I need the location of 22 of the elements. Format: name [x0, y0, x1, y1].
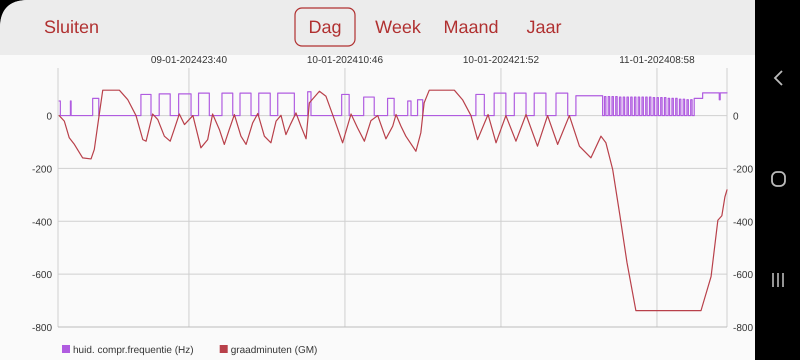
x-tick-label: 09-01-202423:40	[150, 55, 228, 66]
y2-tick-label: -600	[733, 270, 754, 282]
line-series	[58, 90, 728, 312]
text: Maand	[443, 17, 499, 37]
y2-tick-label: -400	[733, 217, 754, 228]
text: Jaar	[526, 17, 562, 37]
y-tick-label: -800	[32, 323, 52, 334]
legend-label: huid. compr.frequentie (Hz)	[73, 345, 194, 356]
y-tick-label: -600	[32, 270, 52, 282]
x-tick-label: 10-01-202410:46	[306, 55, 384, 66]
legend-label: graadminuten (GM)	[230, 345, 318, 356]
text: Week	[375, 17, 422, 37]
text: Dag	[308, 17, 342, 37]
y-tick-label: 0	[46, 112, 52, 123]
y2-tick-label: -200	[733, 164, 754, 176]
y2-tick-label: -800	[733, 323, 754, 334]
x-tick-label: 10-01-202421:52	[462, 55, 540, 66]
x-tick-label: 11-01-202408:58	[619, 55, 696, 66]
y-tick-label: -200	[32, 164, 52, 176]
y-tick-label: -400	[32, 217, 52, 228]
text: Sluiten	[44, 17, 100, 37]
y2-tick-label: 0	[733, 112, 739, 123]
